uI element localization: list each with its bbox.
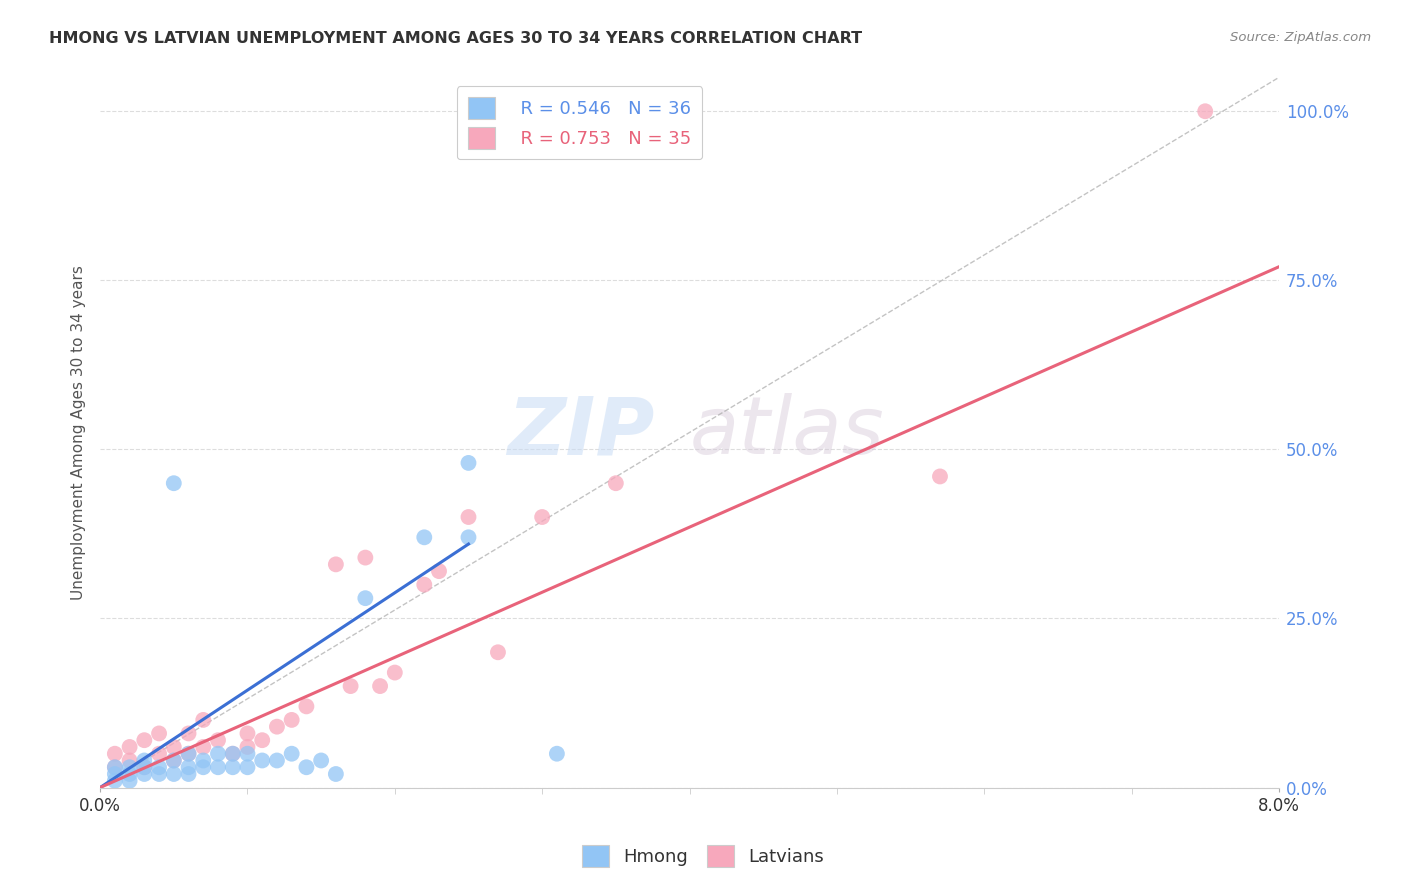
Point <box>457 456 479 470</box>
Point <box>118 767 141 781</box>
Point <box>163 476 186 491</box>
Point <box>207 747 229 761</box>
Point <box>250 733 273 747</box>
Point <box>266 754 288 768</box>
Point <box>486 645 509 659</box>
Y-axis label: Unemployment Among Ages 30 to 34 years: Unemployment Among Ages 30 to 34 years <box>72 265 86 600</box>
Point <box>325 767 347 781</box>
Point <box>193 713 215 727</box>
Point <box>148 767 170 781</box>
Point <box>222 760 245 774</box>
Point <box>354 550 377 565</box>
Point <box>280 713 302 727</box>
Point <box>368 679 391 693</box>
Point <box>236 726 259 740</box>
Point <box>929 469 952 483</box>
Point <box>295 699 318 714</box>
Point <box>222 747 245 761</box>
Point <box>118 754 141 768</box>
Point <box>309 754 332 768</box>
Point <box>384 665 406 680</box>
Point <box>148 726 170 740</box>
Point <box>295 760 318 774</box>
Point <box>413 577 436 591</box>
Point <box>177 760 200 774</box>
Point <box>413 530 436 544</box>
Point <box>177 767 200 781</box>
Point <box>236 760 259 774</box>
Point <box>104 767 127 781</box>
Point <box>177 726 200 740</box>
Point <box>104 760 127 774</box>
Point <box>134 760 156 774</box>
Point <box>134 760 156 774</box>
Point <box>193 754 215 768</box>
Point <box>354 591 377 606</box>
Point <box>134 767 156 781</box>
Point <box>457 510 479 524</box>
Point <box>236 739 259 754</box>
Text: Source: ZipAtlas.com: Source: ZipAtlas.com <box>1230 31 1371 45</box>
Point <box>427 564 450 578</box>
Point <box>531 510 554 524</box>
Point <box>339 679 361 693</box>
Point <box>605 476 627 491</box>
Point <box>546 747 568 761</box>
Point <box>280 747 302 761</box>
Point <box>177 747 200 761</box>
Point <box>148 760 170 774</box>
Point <box>104 747 127 761</box>
Point <box>163 754 186 768</box>
Point <box>193 760 215 774</box>
Point <box>1194 104 1216 119</box>
Text: ZIP: ZIP <box>506 393 654 472</box>
Point <box>266 720 288 734</box>
Point <box>207 760 229 774</box>
Point <box>118 739 141 754</box>
Point <box>104 773 127 788</box>
Text: atlas: atlas <box>689 393 884 472</box>
Legend: Hmong, Latvians: Hmong, Latvians <box>575 838 831 874</box>
Point <box>193 739 215 754</box>
Point <box>207 733 229 747</box>
Text: HMONG VS LATVIAN UNEMPLOYMENT AMONG AGES 30 TO 34 YEARS CORRELATION CHART: HMONG VS LATVIAN UNEMPLOYMENT AMONG AGES… <box>49 31 862 46</box>
Legend:   R = 0.546   N = 36,   R = 0.753   N = 35: R = 0.546 N = 36, R = 0.753 N = 35 <box>457 87 703 160</box>
Point <box>134 733 156 747</box>
Point <box>163 767 186 781</box>
Point <box>236 747 259 761</box>
Point <box>222 747 245 761</box>
Point <box>134 754 156 768</box>
Point <box>250 754 273 768</box>
Point <box>148 747 170 761</box>
Point <box>457 530 479 544</box>
Point <box>118 773 141 788</box>
Point <box>177 747 200 761</box>
Point <box>163 739 186 754</box>
Point <box>104 760 127 774</box>
Point <box>325 558 347 572</box>
Point <box>118 760 141 774</box>
Point <box>163 754 186 768</box>
